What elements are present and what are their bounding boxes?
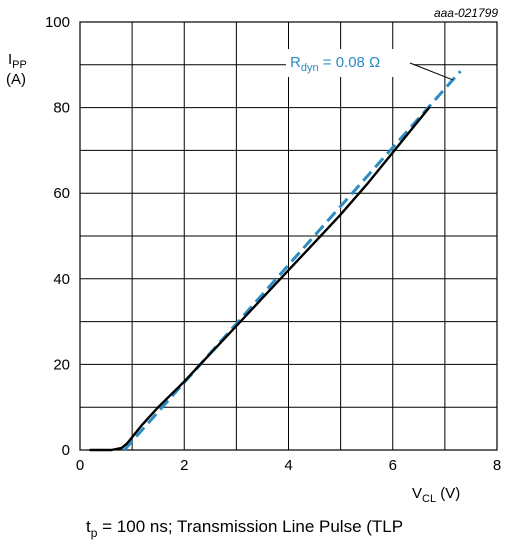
x-tick-label: 2 [180,457,188,474]
figure-caption: tp = 100 ns; Transmission Line Pulse (TL… [86,517,403,540]
x-axis-label: VCL (V) [412,485,460,505]
y-axis-label-sub: PP [12,59,27,71]
y-tick-label: 60 [53,185,70,202]
y-axis-label-main: I [8,51,12,68]
rdyn-annotation-background [286,49,414,77]
y-axis-label: IPP [8,51,27,71]
y-tick-label: 100 [45,14,70,31]
figure-id: aaa-021799 [434,6,498,20]
y-axis-unit: (A) [6,71,26,88]
x-axis-label-unit: (V) [436,485,460,502]
y-tick-label: 0 [62,442,70,459]
rdyn-annotation: Rdyn = 0.08 Ω [286,49,453,81]
rdyn-label-rest: = 0.08 Ω [319,54,381,71]
y-tick-label: 20 [53,356,70,373]
caption-text: = 100 ns; Transmission Line Pulse (TLP [97,517,403,536]
measured-series [89,106,431,452]
caption-prefix: t [86,517,91,536]
rdyn-label: Rdyn = 0.08 Ω [290,54,380,74]
plot-frame [79,21,498,451]
x-axis-label-main: V [412,485,422,502]
series-layer [89,106,431,452]
x-tick-label: 4 [284,457,292,474]
x-tick-label: 0 [76,457,84,474]
x-axis-label-sub: CL [422,493,436,505]
x-tick-label: 6 [389,457,397,474]
rdyn-label-sub: dyn [301,62,319,74]
y-tick-label: 40 [53,271,70,288]
caption-prefix-sub: p [91,526,98,540]
rdyn-leader-line [409,62,453,81]
x-tick-label: 8 [493,457,501,474]
fit-line-layer [123,70,462,451]
grid [79,21,498,451]
rdyn-label-main: R [290,54,301,71]
y-tick-label: 80 [53,100,70,117]
fit-line-series [123,70,462,451]
